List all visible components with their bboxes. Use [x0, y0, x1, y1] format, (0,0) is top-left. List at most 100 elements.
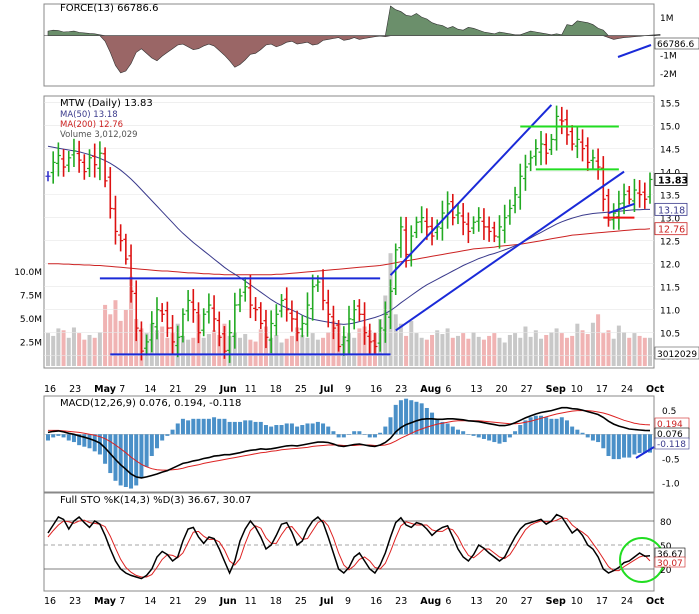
- volume-bar: [648, 337, 652, 366]
- volume-bar: [108, 314, 113, 366]
- date-axis-price-label: 29: [195, 384, 207, 395]
- volume-bar: [492, 333, 497, 366]
- macd-histogram-bar: [502, 434, 507, 443]
- volume-bar: [186, 339, 191, 366]
- macd-histogram-bar: [201, 418, 206, 435]
- volume-bar: [642, 337, 647, 366]
- date-axis-bottom-label: Aug: [420, 596, 441, 607]
- volume-bar: [466, 338, 471, 366]
- macd-histogram-bar: [310, 423, 315, 435]
- macd-histogram-bar: [134, 434, 139, 486]
- volume-bar: [393, 314, 398, 366]
- macd-histogram-bar: [51, 434, 56, 438]
- date-axis-bottom-label: 18: [270, 596, 282, 607]
- volume-bar: [518, 337, 523, 366]
- date-axis-price-label: Jun: [219, 384, 237, 395]
- volume-bar: [284, 338, 289, 366]
- volume-bar: [564, 337, 569, 366]
- macd-histogram-bar: [637, 434, 642, 453]
- macd-histogram-bar: [232, 421, 237, 435]
- macd-histogram-bar: [336, 434, 341, 438]
- volume-bar: [160, 326, 165, 366]
- price-badge-bg: [654, 173, 688, 186]
- macd-histogram-bar: [383, 426, 388, 435]
- volume-bar: [596, 314, 601, 366]
- volume-bar: [481, 339, 486, 366]
- macd-histogram-bar: [539, 415, 544, 435]
- date-axis-price-label: 18: [270, 384, 282, 395]
- macd-histogram-bar: [570, 426, 575, 435]
- macd-badge: 0.194: [657, 420, 683, 430]
- volume-bar: [274, 334, 279, 366]
- macd-histogram-bar: [305, 423, 310, 435]
- volume-bar: [51, 335, 56, 366]
- date-axis-price-label: 16: [370, 384, 382, 395]
- volume-bar: [331, 320, 336, 366]
- volume-bar: [590, 322, 595, 366]
- volume-bar: [523, 326, 528, 366]
- date-axis-bottom-label: 9: [345, 596, 351, 607]
- date-axis-bottom-label: 21: [169, 596, 181, 607]
- macd-histogram-bar: [590, 434, 595, 441]
- date-axis-bottom-label: 29: [195, 596, 207, 607]
- macd-title: MACD(12,26,9) 0.076, 0.194, -0.118: [60, 398, 241, 409]
- date-axis-bottom-label: 24: [621, 596, 633, 607]
- macd-histogram-bar: [611, 434, 616, 460]
- macd-histogram-bar: [66, 434, 71, 441]
- force-axis-label: -1M: [660, 51, 677, 61]
- volume-bar: [118, 320, 123, 366]
- date-axis-bottom-label: 20: [496, 596, 508, 607]
- price-badge-bg: [654, 202, 688, 216]
- sto-panel: [43, 492, 655, 592]
- price-axis-label: 12.0: [660, 261, 680, 271]
- date-axis-price-label: 25: [295, 384, 307, 395]
- sto-badge: 30.07: [657, 559, 683, 569]
- volume-bar: [357, 328, 362, 366]
- price-axis-label: 10.5: [660, 330, 680, 340]
- macd-histogram-bar: [170, 429, 175, 435]
- volume-bar: [46, 333, 50, 366]
- macd-histogram-bar: [300, 425, 305, 435]
- macd-histogram-bar: [507, 434, 512, 438]
- sto-axis-label: 50: [660, 542, 672, 552]
- macd-histogram-bar: [61, 434, 66, 438]
- macd-histogram-bar: [596, 434, 601, 443]
- macd-histogram-bar: [274, 425, 279, 435]
- macd-histogram-bar: [642, 434, 647, 453]
- macd-histogram-bar: [564, 420, 569, 435]
- force-layer: 1M -1M -2M 66786.6: [44, 5, 699, 80]
- volume-bar: [606, 330, 611, 366]
- macd-histogram-bar: [481, 434, 486, 439]
- legend-ma200: MA(200) 12.76: [60, 120, 123, 130]
- macd-histogram-bar: [367, 434, 372, 438]
- macd-histogram-bar: [497, 434, 502, 444]
- volume-bar: [243, 334, 248, 366]
- date-axis-price-label: 14: [144, 384, 156, 395]
- force-trendline: [617, 44, 652, 58]
- date-axis-price-label: 11: [245, 384, 257, 395]
- volume-bar: [103, 304, 108, 366]
- volume-axis-label: 10.0M: [14, 268, 42, 278]
- macd-histogram-bar: [217, 418, 222, 435]
- macd-histogram-bar: [87, 434, 92, 449]
- volume-bar: [414, 333, 419, 366]
- date-axis-bottom-label: 14: [144, 596, 156, 607]
- volume-bar: [632, 333, 637, 366]
- volume-bar: [97, 332, 102, 366]
- macd-histogram-bar: [648, 434, 652, 453]
- macd-histogram-bar: [341, 434, 346, 438]
- macd-histogram-bar: [435, 418, 440, 435]
- date-axis-bottom-label: Jul: [319, 596, 334, 607]
- date-axis-bottom-label: Sep: [546, 596, 566, 607]
- price-axis-label: 15.0: [660, 123, 680, 133]
- macd-histogram-bar: [46, 434, 50, 441]
- macd-histogram-bar: [347, 434, 351, 435]
- macd-histogram-bar: [450, 426, 455, 435]
- legend-ma50: MA(50) 13.18: [60, 110, 118, 120]
- macd-histogram-bar: [129, 434, 134, 489]
- macd-histogram-bar: [627, 434, 632, 458]
- volume-badge: 3012029: [657, 350, 697, 360]
- volume-bar: [580, 330, 585, 366]
- macd-histogram-bar: [139, 434, 144, 478]
